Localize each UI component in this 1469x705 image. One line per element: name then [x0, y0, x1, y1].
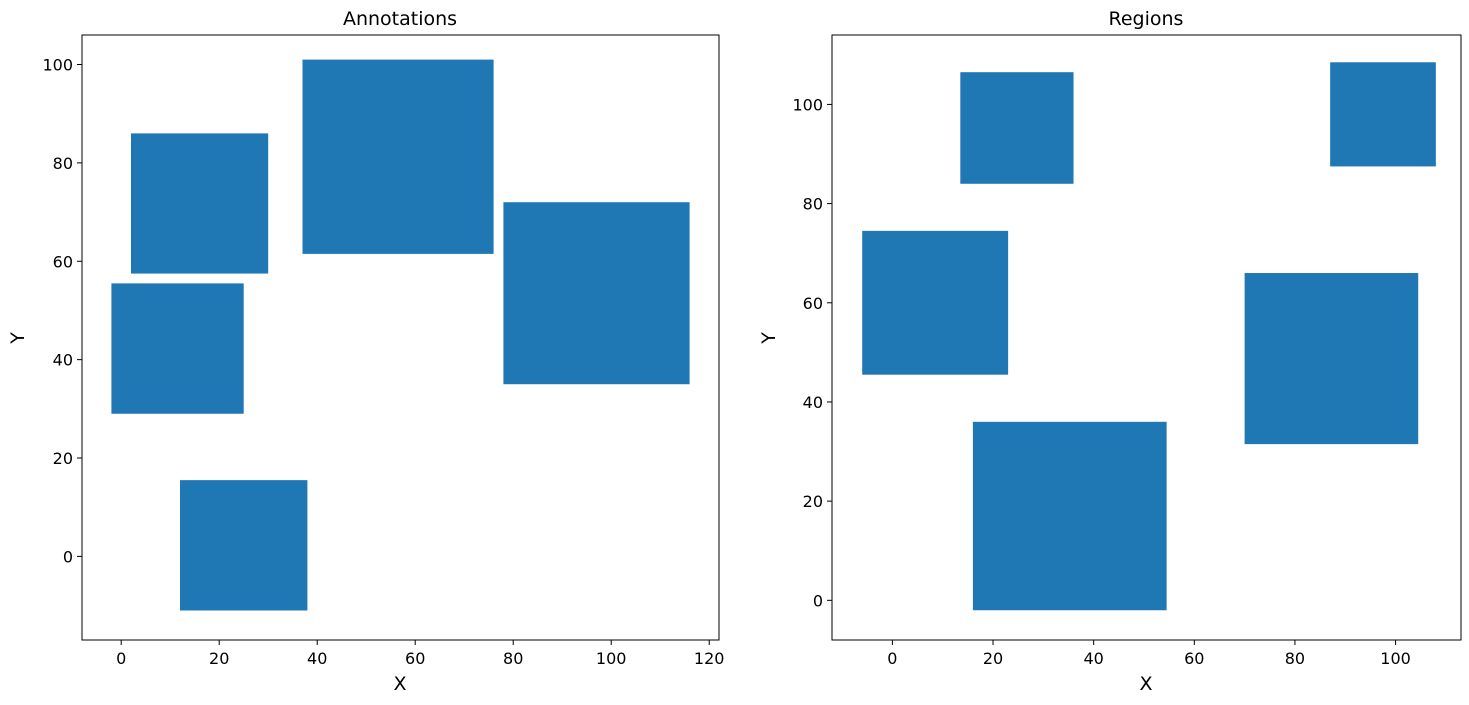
- y-tick-label: 60: [53, 252, 73, 271]
- region-rect-5: [180, 480, 308, 611]
- x-tick-label: 60: [1184, 649, 1204, 668]
- x-tick-label: 40: [307, 649, 327, 668]
- region-rect-3: [862, 230, 1009, 375]
- plot-frame: [81, 34, 720, 641]
- y-tick-label: 0: [63, 547, 73, 566]
- x-tick-label: 100: [596, 649, 627, 668]
- region-rect-3: [302, 59, 494, 254]
- y-tick-label: 40: [803, 393, 823, 412]
- y-axis-label: Y: [7, 332, 29, 345]
- region-rect-1: [960, 72, 1074, 184]
- x-tick-label: 80: [1285, 649, 1305, 668]
- x-tick-label: 100: [1380, 649, 1411, 668]
- y-tick-label: 20: [53, 449, 73, 468]
- y-tick-label: 40: [53, 351, 73, 370]
- y-tick-label: 80: [53, 154, 73, 173]
- x-tick-label: 80: [503, 649, 523, 668]
- x-tick-label: 20: [209, 649, 229, 668]
- x-tick-label: 40: [1083, 649, 1103, 668]
- y-tick-label: 20: [803, 492, 823, 511]
- y-tick-label: 60: [803, 294, 823, 313]
- y-tick-label: 0: [813, 591, 823, 610]
- region-rect-1: [131, 133, 269, 274]
- regions-chart: Regions X Y 0 20 40 60 80 100 0 20 40 60 80 100: [758, 8, 1462, 695]
- x-axis-label: X: [1139, 673, 1152, 695]
- region-rect-4: [1244, 273, 1419, 445]
- y-tick-label: 80: [803, 195, 823, 214]
- region-rect-2: [111, 283, 244, 414]
- x-tick-label: 0: [887, 649, 897, 668]
- region-rect-4: [503, 202, 690, 385]
- chart-title: Regions: [1109, 8, 1184, 30]
- chart-title: Annotations: [343, 8, 457, 30]
- region-rect-5: [972, 421, 1167, 611]
- x-tick-label: 60: [405, 649, 425, 668]
- annotations-chart: Annotations X Y 0 20 40 60 80 100 120 0 20 40 60 80…: [7, 8, 724, 695]
- region-rect-2: [1330, 62, 1436, 167]
- plot-frame: [831, 34, 1462, 641]
- x-tick-label: 0: [116, 649, 126, 668]
- y-tick-label: 100: [42, 56, 73, 75]
- x-tick-label: 20: [983, 649, 1003, 668]
- x-axis-label: X: [393, 673, 406, 695]
- y-axis-label: Y: [758, 332, 780, 345]
- x-tick-label: 120: [694, 649, 725, 668]
- y-tick-label: 100: [792, 95, 823, 114]
